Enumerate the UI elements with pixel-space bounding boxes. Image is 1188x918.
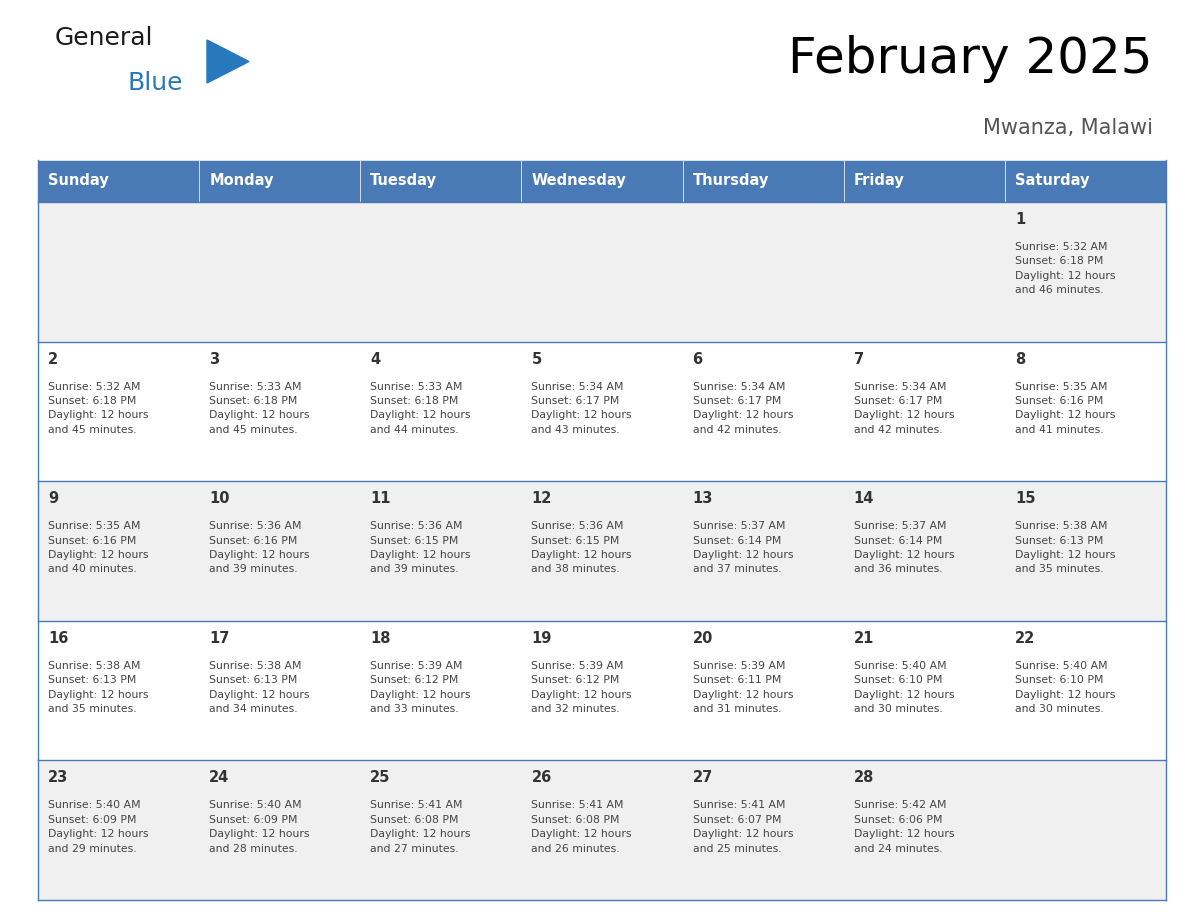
- Text: 19: 19: [531, 631, 551, 645]
- Text: Sunrise: 5:36 AM
Sunset: 6:16 PM
Daylight: 12 hours
and 39 minutes.: Sunrise: 5:36 AM Sunset: 6:16 PM Dayligh…: [209, 521, 310, 575]
- Text: Sunrise: 5:41 AM
Sunset: 6:08 PM
Daylight: 12 hours
and 27 minutes.: Sunrise: 5:41 AM Sunset: 6:08 PM Dayligh…: [371, 800, 470, 854]
- Text: Monday: Monday: [209, 174, 273, 188]
- Text: 6: 6: [693, 352, 702, 366]
- Text: 9: 9: [48, 491, 58, 506]
- Text: 27: 27: [693, 770, 713, 786]
- Text: 10: 10: [209, 491, 229, 506]
- Bar: [38, 160, 200, 202]
- Bar: [38, 621, 1165, 760]
- Text: 2: 2: [48, 352, 58, 366]
- Text: 20: 20: [693, 631, 713, 645]
- Text: 12: 12: [531, 491, 551, 506]
- Bar: [683, 160, 843, 202]
- Text: 24: 24: [209, 770, 229, 786]
- Text: Friday: Friday: [854, 174, 904, 188]
- Text: Sunrise: 5:34 AM
Sunset: 6:17 PM
Daylight: 12 hours
and 42 minutes.: Sunrise: 5:34 AM Sunset: 6:17 PM Dayligh…: [693, 382, 794, 435]
- Text: 7: 7: [854, 352, 864, 366]
- Text: Sunrise: 5:34 AM
Sunset: 6:17 PM
Daylight: 12 hours
and 43 minutes.: Sunrise: 5:34 AM Sunset: 6:17 PM Dayligh…: [531, 382, 632, 435]
- Text: Sunrise: 5:37 AM
Sunset: 6:14 PM
Daylight: 12 hours
and 36 minutes.: Sunrise: 5:37 AM Sunset: 6:14 PM Dayligh…: [854, 521, 954, 575]
- Text: 8: 8: [1015, 352, 1025, 366]
- Text: Sunrise: 5:41 AM
Sunset: 6:07 PM
Daylight: 12 hours
and 25 minutes.: Sunrise: 5:41 AM Sunset: 6:07 PM Dayligh…: [693, 800, 794, 854]
- Text: 21: 21: [854, 631, 874, 645]
- Text: February 2025: February 2025: [789, 35, 1154, 83]
- Text: 14: 14: [854, 491, 874, 506]
- Text: 28: 28: [854, 770, 874, 786]
- Text: 15: 15: [1015, 491, 1036, 506]
- Bar: [1005, 160, 1165, 202]
- Text: Sunrise: 5:38 AM
Sunset: 6:13 PM
Daylight: 12 hours
and 34 minutes.: Sunrise: 5:38 AM Sunset: 6:13 PM Dayligh…: [209, 661, 310, 714]
- Text: Sunrise: 5:39 AM
Sunset: 6:12 PM
Daylight: 12 hours
and 32 minutes.: Sunrise: 5:39 AM Sunset: 6:12 PM Dayligh…: [531, 661, 632, 714]
- Text: 17: 17: [209, 631, 229, 645]
- Text: Blue: Blue: [127, 71, 183, 95]
- Text: 11: 11: [371, 491, 391, 506]
- Text: Sunrise: 5:36 AM
Sunset: 6:15 PM
Daylight: 12 hours
and 38 minutes.: Sunrise: 5:36 AM Sunset: 6:15 PM Dayligh…: [531, 521, 632, 575]
- Bar: [38, 341, 1165, 481]
- Text: Sunrise: 5:33 AM
Sunset: 6:18 PM
Daylight: 12 hours
and 44 minutes.: Sunrise: 5:33 AM Sunset: 6:18 PM Dayligh…: [371, 382, 470, 435]
- Bar: [360, 160, 522, 202]
- Text: General: General: [55, 26, 153, 50]
- Bar: [843, 160, 1005, 202]
- Polygon shape: [207, 40, 249, 83]
- Text: Sunrise: 5:34 AM
Sunset: 6:17 PM
Daylight: 12 hours
and 42 minutes.: Sunrise: 5:34 AM Sunset: 6:17 PM Dayligh…: [854, 382, 954, 435]
- Text: 3: 3: [209, 352, 220, 366]
- Text: Sunrise: 5:41 AM
Sunset: 6:08 PM
Daylight: 12 hours
and 26 minutes.: Sunrise: 5:41 AM Sunset: 6:08 PM Dayligh…: [531, 800, 632, 854]
- Bar: [522, 160, 683, 202]
- Bar: [38, 202, 1165, 341]
- Text: 1: 1: [1015, 212, 1025, 227]
- Bar: [38, 481, 1165, 621]
- Text: 18: 18: [371, 631, 391, 645]
- Text: Sunrise: 5:39 AM
Sunset: 6:12 PM
Daylight: 12 hours
and 33 minutes.: Sunrise: 5:39 AM Sunset: 6:12 PM Dayligh…: [371, 661, 470, 714]
- Text: Sunrise: 5:35 AM
Sunset: 6:16 PM
Daylight: 12 hours
and 41 minutes.: Sunrise: 5:35 AM Sunset: 6:16 PM Dayligh…: [1015, 382, 1116, 435]
- Text: 22: 22: [1015, 631, 1035, 645]
- Text: Sunrise: 5:38 AM
Sunset: 6:13 PM
Daylight: 12 hours
and 35 minutes.: Sunrise: 5:38 AM Sunset: 6:13 PM Dayligh…: [48, 661, 148, 714]
- Text: Sunday: Sunday: [48, 174, 109, 188]
- Bar: [200, 160, 360, 202]
- Text: Tuesday: Tuesday: [371, 174, 437, 188]
- Text: Sunrise: 5:39 AM
Sunset: 6:11 PM
Daylight: 12 hours
and 31 minutes.: Sunrise: 5:39 AM Sunset: 6:11 PM Dayligh…: [693, 661, 794, 714]
- Text: Sunrise: 5:33 AM
Sunset: 6:18 PM
Daylight: 12 hours
and 45 minutes.: Sunrise: 5:33 AM Sunset: 6:18 PM Dayligh…: [209, 382, 310, 435]
- Text: Sunrise: 5:37 AM
Sunset: 6:14 PM
Daylight: 12 hours
and 37 minutes.: Sunrise: 5:37 AM Sunset: 6:14 PM Dayligh…: [693, 521, 794, 575]
- Text: Sunrise: 5:32 AM
Sunset: 6:18 PM
Daylight: 12 hours
and 46 minutes.: Sunrise: 5:32 AM Sunset: 6:18 PM Dayligh…: [1015, 242, 1116, 296]
- Text: Sunrise: 5:40 AM
Sunset: 6:10 PM
Daylight: 12 hours
and 30 minutes.: Sunrise: 5:40 AM Sunset: 6:10 PM Dayligh…: [854, 661, 954, 714]
- Text: Sunrise: 5:40 AM
Sunset: 6:09 PM
Daylight: 12 hours
and 29 minutes.: Sunrise: 5:40 AM Sunset: 6:09 PM Dayligh…: [48, 800, 148, 854]
- Text: 4: 4: [371, 352, 380, 366]
- Text: Saturday: Saturday: [1015, 174, 1089, 188]
- Text: Mwanza, Malawi: Mwanza, Malawi: [982, 118, 1154, 138]
- Text: Wednesday: Wednesday: [531, 174, 626, 188]
- Bar: [38, 760, 1165, 900]
- Text: 5: 5: [531, 352, 542, 366]
- Text: 25: 25: [371, 770, 391, 786]
- Text: Sunrise: 5:36 AM
Sunset: 6:15 PM
Daylight: 12 hours
and 39 minutes.: Sunrise: 5:36 AM Sunset: 6:15 PM Dayligh…: [371, 521, 470, 575]
- Text: 26: 26: [531, 770, 551, 786]
- Text: Sunrise: 5:35 AM
Sunset: 6:16 PM
Daylight: 12 hours
and 40 minutes.: Sunrise: 5:35 AM Sunset: 6:16 PM Dayligh…: [48, 521, 148, 575]
- Text: Sunrise: 5:32 AM
Sunset: 6:18 PM
Daylight: 12 hours
and 45 minutes.: Sunrise: 5:32 AM Sunset: 6:18 PM Dayligh…: [48, 382, 148, 435]
- Text: Sunrise: 5:40 AM
Sunset: 6:09 PM
Daylight: 12 hours
and 28 minutes.: Sunrise: 5:40 AM Sunset: 6:09 PM Dayligh…: [209, 800, 310, 854]
- Text: Sunrise: 5:40 AM
Sunset: 6:10 PM
Daylight: 12 hours
and 30 minutes.: Sunrise: 5:40 AM Sunset: 6:10 PM Dayligh…: [1015, 661, 1116, 714]
- Text: Sunrise: 5:38 AM
Sunset: 6:13 PM
Daylight: 12 hours
and 35 minutes.: Sunrise: 5:38 AM Sunset: 6:13 PM Dayligh…: [1015, 521, 1116, 575]
- Text: Sunrise: 5:42 AM
Sunset: 6:06 PM
Daylight: 12 hours
and 24 minutes.: Sunrise: 5:42 AM Sunset: 6:06 PM Dayligh…: [854, 800, 954, 854]
- Text: 13: 13: [693, 491, 713, 506]
- Text: 16: 16: [48, 631, 69, 645]
- Text: 23: 23: [48, 770, 68, 786]
- Text: Thursday: Thursday: [693, 174, 769, 188]
